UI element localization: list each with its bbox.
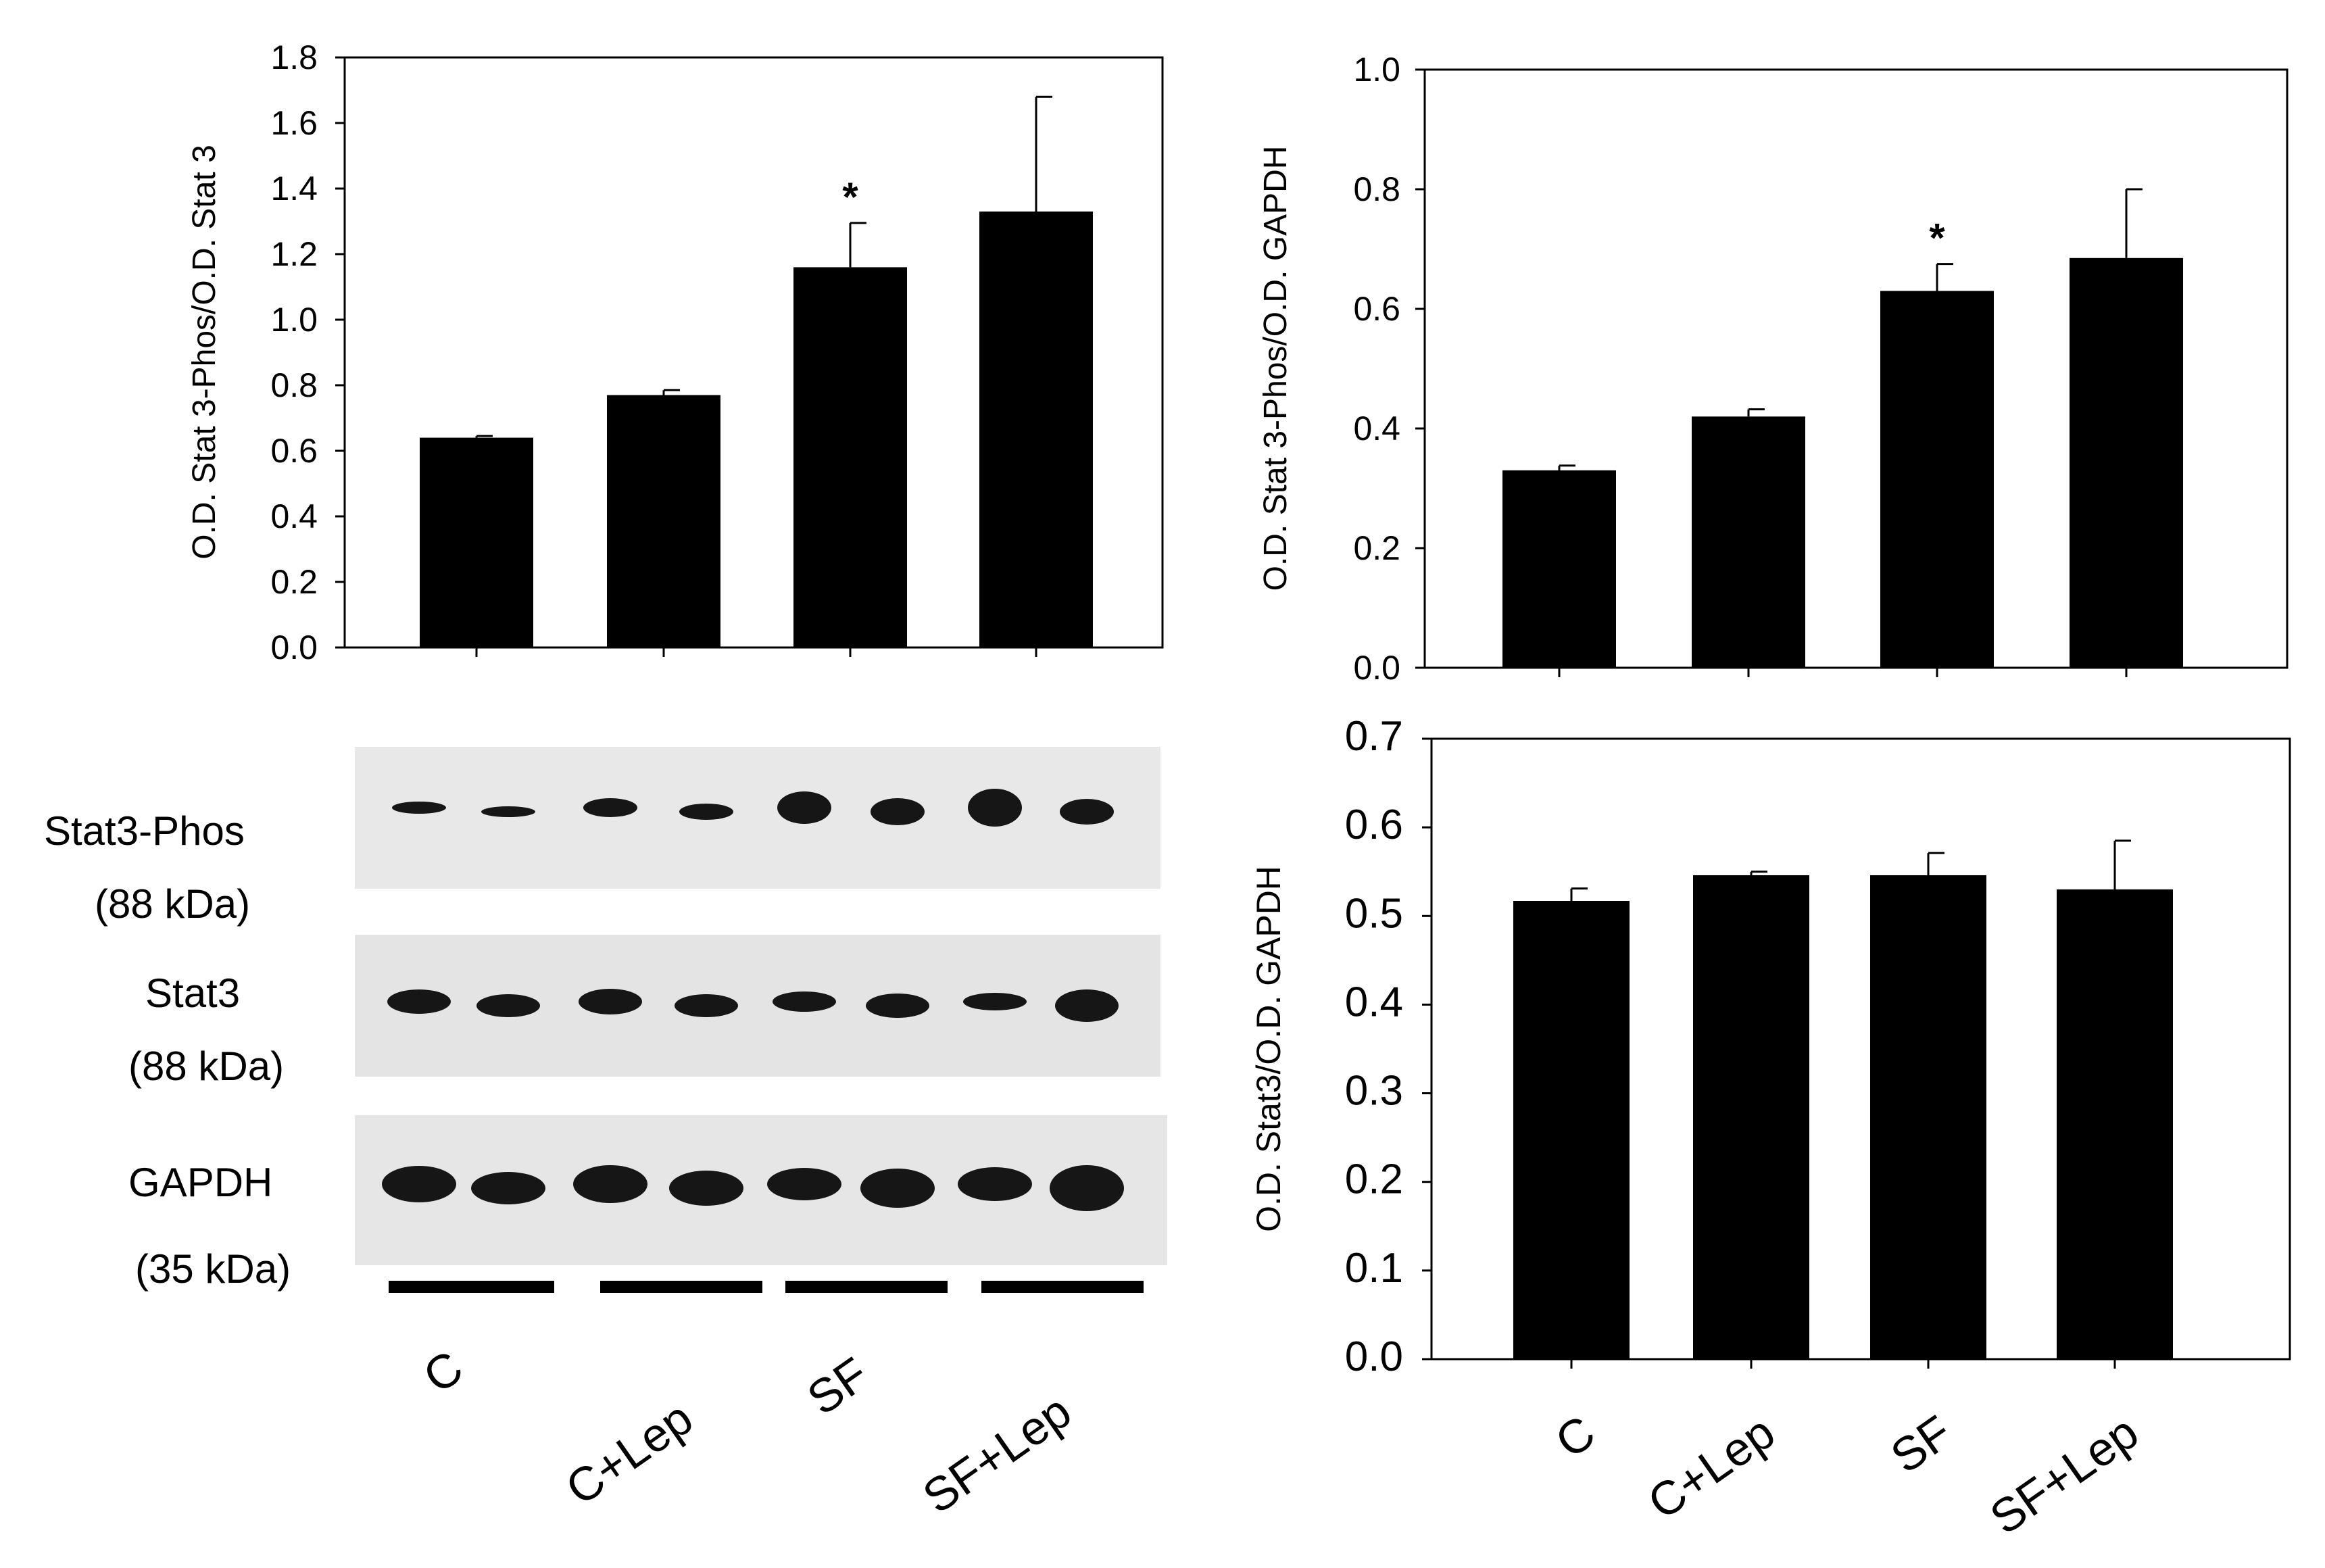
bar	[2070, 258, 2183, 668]
bar	[1693, 875, 1809, 1359]
bar	[793, 267, 907, 647]
significance-marker: *	[1929, 216, 1945, 261]
y-tick-label: 0.6	[1353, 290, 1400, 328]
band-stat3	[579, 989, 642, 1014]
blot-panel-stat3phos	[355, 747, 1160, 889]
band-stat3	[387, 989, 451, 1014]
blot-panel-stat3	[355, 935, 1160, 1077]
band-stat3phos	[968, 789, 1022, 827]
plot-frame	[343, 56, 1164, 649]
y-axis-label: O.D. Stat3/O.D. GAPDH	[1250, 866, 1288, 1232]
y-tick-label: 0.0	[270, 629, 318, 666]
band-stat3phos	[777, 791, 831, 824]
y-tick-label: 0.2	[1353, 529, 1400, 567]
chart-stat3phos-over-stat3: O.D. Stat 3-Phos/O.D. Stat 3 0.0 0.2 0.4 0.…	[187, 39, 1164, 666]
bar	[1502, 470, 1616, 668]
y-tick-label: 0.4	[1353, 410, 1400, 447]
bar	[2057, 889, 2173, 1359]
plot-frame	[1430, 737, 2291, 1361]
x-category-label: SF	[1882, 1405, 1961, 1483]
y-tick-label: 1.4	[270, 170, 318, 207]
bar	[979, 211, 1093, 647]
band-gapdh	[958, 1167, 1032, 1201]
y-tick-label: 0.6	[1345, 802, 1403, 848]
band-stat3	[675, 994, 738, 1017]
blot-group-label: C+Lep	[556, 1391, 702, 1515]
x-category-label: SF+Lep	[1980, 1405, 2147, 1544]
y-tick-label: 0.3	[1345, 1068, 1403, 1114]
chart-stat3-over-gapdh: O.D. Stat3/O.D. GAPDH 0.0 0.1 0.2 0.3 0.4 0.5…	[1250, 713, 2291, 1544]
y-tick-label: 0.7	[1345, 713, 1403, 760]
x-category-label: C	[1546, 1405, 1604, 1468]
western-blot: Stat3-Phos (88 kDa) Stat3 (88 kDa) GAPDH…	[44, 747, 1167, 1523]
band-stat3	[866, 994, 929, 1018]
bar	[1513, 900, 1630, 1359]
band-gapdh	[382, 1166, 456, 1202]
band-stat3phos	[871, 798, 925, 825]
y-tick-label: 0.8	[1353, 170, 1400, 208]
band-gapdh	[471, 1172, 545, 1204]
band-gapdh	[573, 1165, 647, 1203]
lane-group-bar	[389, 1281, 554, 1293]
y-tick-label: 1.2	[270, 235, 318, 273]
blot-label-gapdh-name: GAPDH	[128, 1160, 272, 1205]
band-gapdh	[669, 1171, 743, 1206]
blot-label-stat3-size: (88 kDa)	[128, 1044, 284, 1089]
bar	[1880, 291, 1994, 668]
band-stat3	[963, 993, 1027, 1010]
y-tick-label: 1.0	[1353, 51, 1400, 89]
y-tick-label: 0.5	[1345, 890, 1403, 937]
band-stat3phos	[392, 802, 446, 814]
band-stat3phos	[583, 798, 637, 817]
band-gapdh	[767, 1168, 841, 1200]
band-stat3	[1055, 989, 1119, 1022]
y-tick-label: 0.4	[270, 497, 318, 535]
plot-frame	[1423, 68, 2289, 669]
y-tick-label: 0.8	[270, 366, 318, 404]
blot-group-label: SF	[798, 1347, 878, 1425]
lane-group-bar	[785, 1281, 948, 1293]
band-stat3phos	[679, 804, 733, 820]
blot-group-label: C	[414, 1340, 472, 1403]
blot-label-stat3phos-size: (88 kDa)	[95, 881, 250, 927]
y-tick-label: 0.2	[1345, 1156, 1403, 1203]
blot-label-stat3phos-name: Stat3-Phos	[44, 808, 245, 854]
chart-stat3phos-over-gapdh: O.D. Stat 3-Phos/O.D. GAPDH 0.0 0.2 0.4 0.6…	[1258, 51, 2289, 687]
y-axis-label: O.D. Stat 3-Phos/O.D. Stat 3	[187, 145, 222, 560]
band-gapdh	[1050, 1165, 1124, 1211]
band-stat3phos	[481, 806, 535, 817]
y-tick-label: 0.2	[270, 563, 318, 601]
band-stat3phos	[1060, 799, 1114, 825]
y-tick-label: 0.0	[1345, 1333, 1403, 1380]
band-stat3	[476, 994, 540, 1017]
x-category-label: C+Lep	[1638, 1405, 1784, 1529]
blot-label-stat3-name: Stat3	[145, 971, 240, 1016]
band-stat3	[773, 991, 836, 1012]
bar	[1692, 416, 1805, 668]
bar	[420, 437, 533, 647]
blot-group-label: SF+Lep	[913, 1384, 1080, 1523]
lane-group-bar	[600, 1281, 762, 1293]
y-tick-label: 0.1	[1345, 1245, 1403, 1292]
y-tick-label: 1.0	[270, 301, 318, 339]
y-tick-label: 0.6	[270, 432, 318, 470]
bar	[607, 395, 720, 647]
y-tick-label: 1.8	[270, 39, 318, 76]
significance-marker: *	[842, 174, 858, 220]
lane-group-bar	[981, 1281, 1144, 1293]
y-tick-label: 1.6	[270, 104, 318, 142]
y-tick-label: 0.0	[1353, 649, 1400, 687]
blot-label-gapdh-size: (35 kDa)	[135, 1246, 291, 1292]
y-tick-label: 0.4	[1345, 979, 1403, 1025]
bar	[1870, 875, 1986, 1359]
band-gapdh	[860, 1169, 935, 1208]
y-axis-label: O.D. Stat 3-Phos/O.D. GAPDH	[1258, 146, 1294, 591]
